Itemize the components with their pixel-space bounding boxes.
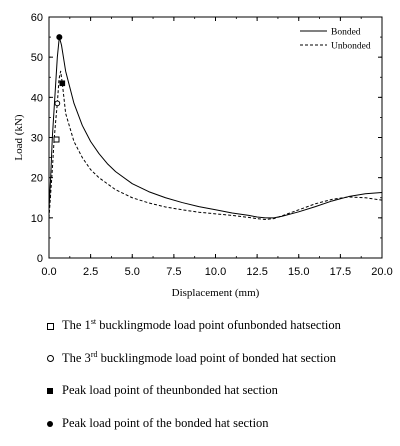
- open-circle-icon: [44, 347, 56, 369]
- filled-circle-icon: [44, 412, 56, 434]
- annotation-text-2: The 3rd bucklingmode load point of bonde…: [62, 349, 336, 365]
- legend-label-bonded: Bonded: [331, 28, 361, 38]
- annotation-item-3: Peak load point of theunbonded hat secti…: [44, 379, 400, 412]
- y-tick-label: 0: [37, 253, 43, 265]
- legend-label-unbonded: Unbonded: [331, 42, 371, 52]
- marker-filled-circle: [56, 34, 63, 41]
- marker-open-square: [53, 136, 60, 143]
- marker-filled-square: [59, 80, 66, 87]
- y-axis-title: Load (kN): [13, 114, 25, 160]
- y-tick-label: 10: [31, 213, 43, 225]
- x-tick-label: 12.5: [246, 266, 267, 278]
- y-tick-label: 50: [31, 52, 43, 64]
- y-tick-label: 20: [31, 173, 43, 185]
- x-tick-label: 0.0: [41, 266, 56, 278]
- plot-frame: [48, 16, 383, 259]
- y-tick-label: 60: [31, 12, 43, 24]
- annotation-item-4: Peak load point of the bonded hat sectio…: [44, 412, 400, 445]
- series-line-unbonded: [48, 70, 383, 220]
- x-tick-label: 15.0: [288, 266, 309, 278]
- marker-open-circle: [54, 100, 61, 107]
- x-tick-label: 5.0: [125, 266, 140, 278]
- chart-canvas: 0.0 2.5 5.0 7.5 10.0 12.5 15.0 17.5 20.0 0 10 20 30 4…: [13, 12, 393, 299]
- open-square-icon: [44, 314, 56, 336]
- y-tick-label: 30: [31, 133, 43, 145]
- filled-square-icon: [44, 379, 56, 401]
- legend: Bonded Unbonded: [300, 28, 371, 52]
- annotation-text-1: The 1st bucklingmode load point ofunbond…: [62, 317, 341, 333]
- annotation-text-3: Peak load point of theunbonded hat secti…: [62, 383, 278, 397]
- x-tick-label: 2.5: [83, 266, 98, 278]
- x-tick-label: 7.5: [166, 266, 181, 278]
- x-tick-label: 17.5: [330, 266, 351, 278]
- annotation-item-1: The 1st bucklingmode load point ofunbond…: [44, 314, 400, 347]
- x-tick-label: 10.0: [205, 266, 226, 278]
- annotation-list: The 1st bucklingmode load point ofunbond…: [44, 314, 400, 444]
- series-line-bonded: [48, 36, 383, 219]
- x-tick-label: 20.0: [371, 266, 392, 278]
- load-displacement-chart: 0.0 2.5 5.0 7.5 10.0 12.5 15.0 17.5 20.0 0 10 20 30 4…: [13, 12, 393, 299]
- annotation-item-2: The 3rd bucklingmode load point of bonde…: [44, 347, 400, 380]
- x-axis-title: Displacement (mm): [172, 287, 260, 299]
- annotation-text-4: Peak load point of the bonded hat sectio…: [62, 415, 269, 430]
- y-tick-label: 40: [31, 92, 43, 104]
